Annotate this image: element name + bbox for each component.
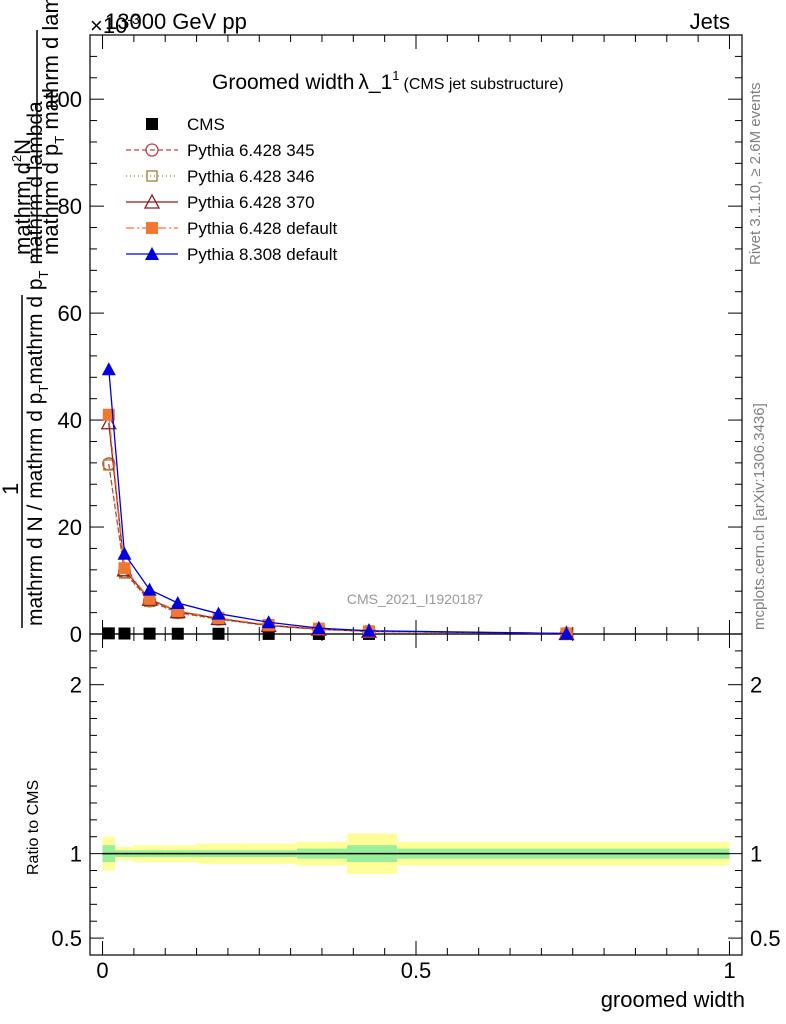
legend-label: Pythia 6.428 345 [187,141,315,160]
process-label: Jets [690,9,730,34]
data-point [100,414,117,430]
data-point [559,626,574,640]
main-ylabel: mathrm d2N mathrm d pT mathrm d lambda 1… [0,0,67,628]
ylabel-top-den: mathrm d pT mathrm d lambda [38,0,67,255]
legend-label: CMS [187,115,225,134]
ratio-axes: 0 0.5 1 0.5 0.5 1 1 2 2 [51,633,781,983]
legend-marker [146,222,158,234]
exponent-label: ×10-3 [90,11,140,38]
legend-marker [145,143,159,157]
y-tick-label: 60 [58,301,82,326]
data-point [117,546,132,560]
ylabel-top-num: mathrm d2N [9,139,35,255]
data-point [171,627,184,640]
series-5 [101,362,574,640]
ylabel-den: mathrm d N / mathrm d pTmathrm d pT math… [24,101,51,626]
y-tick-label: 80 [58,194,82,219]
legend-marker [146,118,158,130]
data-point [102,627,115,640]
y-tick-label: 20 [58,515,82,540]
legend-marker [145,247,159,260]
legend-label: Pythia 6.428 346 [187,167,315,186]
data-point [311,621,326,635]
legend-marker [146,170,158,182]
x-tick-label: 1 [723,958,735,983]
data-point [143,592,156,605]
ratio-tick-label: 2 [70,673,82,698]
ratio-tick-label-right: 2 [750,673,762,698]
series-layer [100,362,575,641]
ratio-tick-label-right: 1 [750,842,762,867]
watermark: CMS_2021_I1920187 [347,591,483,607]
data-point [142,582,157,596]
data-point [143,627,156,640]
legend-label: Pythia 6.428 370 [187,193,315,212]
mcplots-label: mcplots.cern.ch [arXiv:1306.3436] [751,403,768,630]
data-point [361,623,376,637]
x-tick-label: 0.5 [401,958,432,983]
ratio-tick-label: 0.5 [51,926,82,951]
chart-title: Groomed width λ_11(CMS jet substructure) [212,68,564,94]
y-tick-label: 0 [70,622,82,647]
data-point [261,615,276,629]
data-point [211,606,226,620]
legend: CMS Pythia 6.428 345 Pythia 6.428 346 Pythi… [126,115,338,264]
y-tick-label: 100 [45,87,82,112]
legend-label: Pythia 6.428 default [187,219,338,238]
data-point [170,595,185,609]
data-point [118,627,131,640]
ratio-tick-label-right: 0.5 [750,926,781,951]
y-tick-label: 40 [58,408,82,433]
energy-label: 13000 GeV pp [105,9,247,34]
x-tick-label: 0 [96,958,108,983]
legend-marker [143,193,161,209]
ratio-ylabel: Ratio to CMS [25,780,42,875]
ylabel-num: 1 [0,483,23,495]
ratio-frame [89,633,743,956]
rivet-label: Rivet 3.1.10, ≥ 2.6M events [747,83,764,266]
data-point [212,627,225,640]
data-point [118,562,131,575]
xlabel: groomed width [601,987,745,1012]
data-point [101,362,116,376]
ratio-tick-label: 1 [70,842,82,867]
legend-label: Pythia 8.308 default [187,245,338,264]
series-line [108,369,567,635]
